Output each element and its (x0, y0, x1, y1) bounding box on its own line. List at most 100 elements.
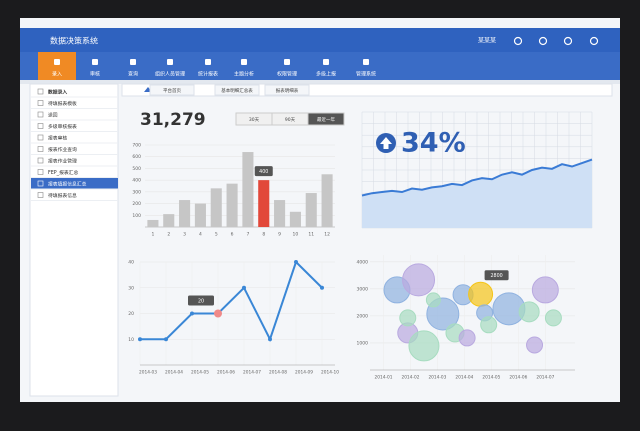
nav-item[interactable]: 权限管理 (277, 71, 297, 78)
sidebar-icon (37, 134, 44, 141)
nav-item[interactable]: 统计报表 (198, 71, 218, 78)
nav-icon (130, 59, 136, 65)
y-tick-label: 700 (132, 143, 141, 149)
kpi-value: 31,279 (140, 110, 206, 130)
point (214, 309, 222, 318)
tab[interactable] (149, 84, 195, 96)
tab-label[interactable]: 平台首页 (163, 87, 181, 94)
x-tick-label: 2014-03 (139, 370, 157, 376)
sidebar-item[interactable]: 报表填报信息汇总 (48, 180, 87, 187)
header-icon[interactable] (513, 36, 523, 46)
area-fill (362, 159, 592, 228)
tab[interactable] (264, 84, 310, 96)
sidebar-item[interactable]: 多级审核报表 (48, 123, 77, 130)
kpi-arrow (380, 137, 392, 149)
bubble (526, 336, 544, 354)
bar (179, 200, 191, 227)
sidebar-item[interactable]: 退回 (48, 111, 58, 118)
x-tick-label: 3 (183, 232, 186, 238)
sidebar-item[interactable]: 待填报表模板 (48, 100, 77, 107)
header-icon[interactable] (538, 36, 548, 46)
bubble (468, 281, 494, 307)
range-label[interactable]: 90天 (285, 117, 296, 123)
bar (289, 211, 301, 227)
x-tick-label: 9 (278, 232, 281, 238)
tooltip (484, 270, 509, 281)
nav-icon (241, 59, 247, 65)
nav-item[interactable]: 审核 (90, 71, 100, 78)
sidebar-icon (37, 157, 44, 164)
x-tick-label: 2014-05 (482, 375, 500, 381)
range-button[interactable] (307, 112, 345, 126)
point (242, 285, 246, 290)
sidebar-icon (37, 123, 44, 129)
bar (305, 193, 317, 227)
x-tick-label: 4 (199, 232, 202, 238)
sidebar-icon (37, 88, 44, 95)
tooltip (188, 295, 214, 306)
header-icon[interactable] (563, 36, 573, 46)
nav-item[interactable]: 查询 (128, 71, 138, 78)
sidebar-item[interactable]: 报表作业管理 (48, 157, 77, 164)
y-tick-label: 40 (128, 260, 134, 266)
tab-label[interactable]: 基本明细汇总表 (221, 87, 253, 94)
sidebar-item[interactable]: 待填报表信息 (48, 192, 77, 199)
nav-icon (363, 59, 369, 65)
laptop-base (0, 402, 640, 427)
tab-label[interactable]: 报表明细表 (276, 87, 299, 94)
y-tick-label: 200 (132, 201, 141, 207)
app-title: 数据决策系统 (50, 36, 98, 46)
point (164, 337, 168, 342)
y-tick-label: 4000 (357, 259, 369, 265)
point (320, 285, 324, 290)
sidebar-icon (37, 169, 44, 175)
range-label[interactable]: 30天 (249, 117, 260, 123)
bar (194, 203, 206, 227)
x-tick-label: 2014-04 (165, 370, 183, 376)
bar (210, 188, 222, 227)
nav-bar (20, 52, 620, 80)
nav-item[interactable]: 录入 (52, 71, 62, 78)
x-tick-label: 2014-03 (428, 375, 446, 381)
header-icon[interactable] (589, 36, 599, 46)
nav-icon (167, 59, 173, 65)
bar (274, 200, 286, 227)
nav-item[interactable]: 多级上报 (316, 71, 336, 78)
sidebar-item[interactable]: 报表审核 (48, 134, 67, 141)
kpi-value: 34% (401, 128, 466, 159)
y-tick-label: 300 (132, 189, 141, 195)
range-label[interactable]: 最近一年 (317, 116, 335, 123)
nav-icon (54, 59, 60, 65)
y-tick-label: 2000 (357, 313, 369, 319)
tooltip (254, 166, 273, 177)
tab[interactable] (214, 84, 260, 96)
bubble (544, 309, 562, 327)
sidebar-icon (37, 180, 44, 187)
bar (258, 180, 270, 227)
bubble (402, 263, 436, 297)
x-tick-label: 6 (231, 232, 234, 238)
sidebar-active (31, 178, 118, 189)
header-bar (20, 28, 620, 52)
x-tick-label: 2014-09 (295, 370, 313, 376)
sidebar-item[interactable]: 报表作业查询 (48, 146, 77, 153)
x-tick-label: 10 (293, 232, 299, 238)
sidebar-item[interactable]: 数据录入 (48, 88, 67, 95)
x-tick-label: 8 (262, 232, 265, 238)
sidebar-item[interactable]: FEP_报表汇总 (48, 169, 78, 176)
nav-item[interactable]: 管理系统 (356, 71, 376, 78)
y-tick-label: 1000 (357, 340, 369, 346)
sidebar-icon (37, 100, 44, 106)
sidebar-icon (37, 146, 44, 152)
y-tick-label: 3000 (357, 286, 369, 292)
x-tick-label: 7 (246, 232, 249, 238)
tooltip-label: 20 (198, 299, 204, 305)
x-tick-label: 12 (324, 232, 330, 238)
x-tick-label: 2 (167, 232, 170, 238)
x-tick-label: 2014-01 (375, 375, 393, 381)
nav-item[interactable]: 组织人员管理 (155, 71, 185, 78)
nav-item[interactable]: 主题分析 (234, 71, 254, 78)
point (268, 337, 272, 342)
line (140, 260, 323, 342)
